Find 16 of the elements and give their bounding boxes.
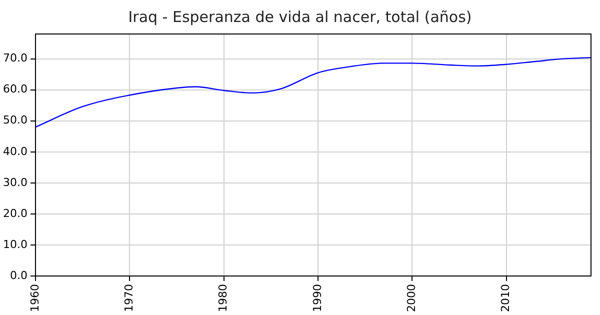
y-tick-label: 10.0 <box>2 238 28 251</box>
y-tick-label: 60.0 <box>2 82 28 96</box>
y-tick-label: 30.0 <box>2 176 28 189</box>
x-tick-label: 1980 <box>216 284 230 312</box>
x-tick-label: 1960 <box>28 284 42 312</box>
x-tick-label: 2010 <box>499 284 512 312</box>
x-tick-label: 1990 <box>310 284 324 312</box>
x-tick-label: 1970 <box>122 284 136 312</box>
y-tick-label: 20.0 <box>2 206 28 220</box>
y-tick-label: 0.0 <box>10 268 28 282</box>
line-series <box>35 56 591 128</box>
chart-title: Iraq - Esperanza de vida al nacer, total (años) <box>127 8 473 26</box>
y-tick-label: 40.0 <box>2 144 28 158</box>
y-tick-label: 70.0 <box>2 52 28 65</box>
x-tick-label: 2000 <box>404 284 418 312</box>
y-tick-label: 50.0 <box>2 114 28 127</box>
